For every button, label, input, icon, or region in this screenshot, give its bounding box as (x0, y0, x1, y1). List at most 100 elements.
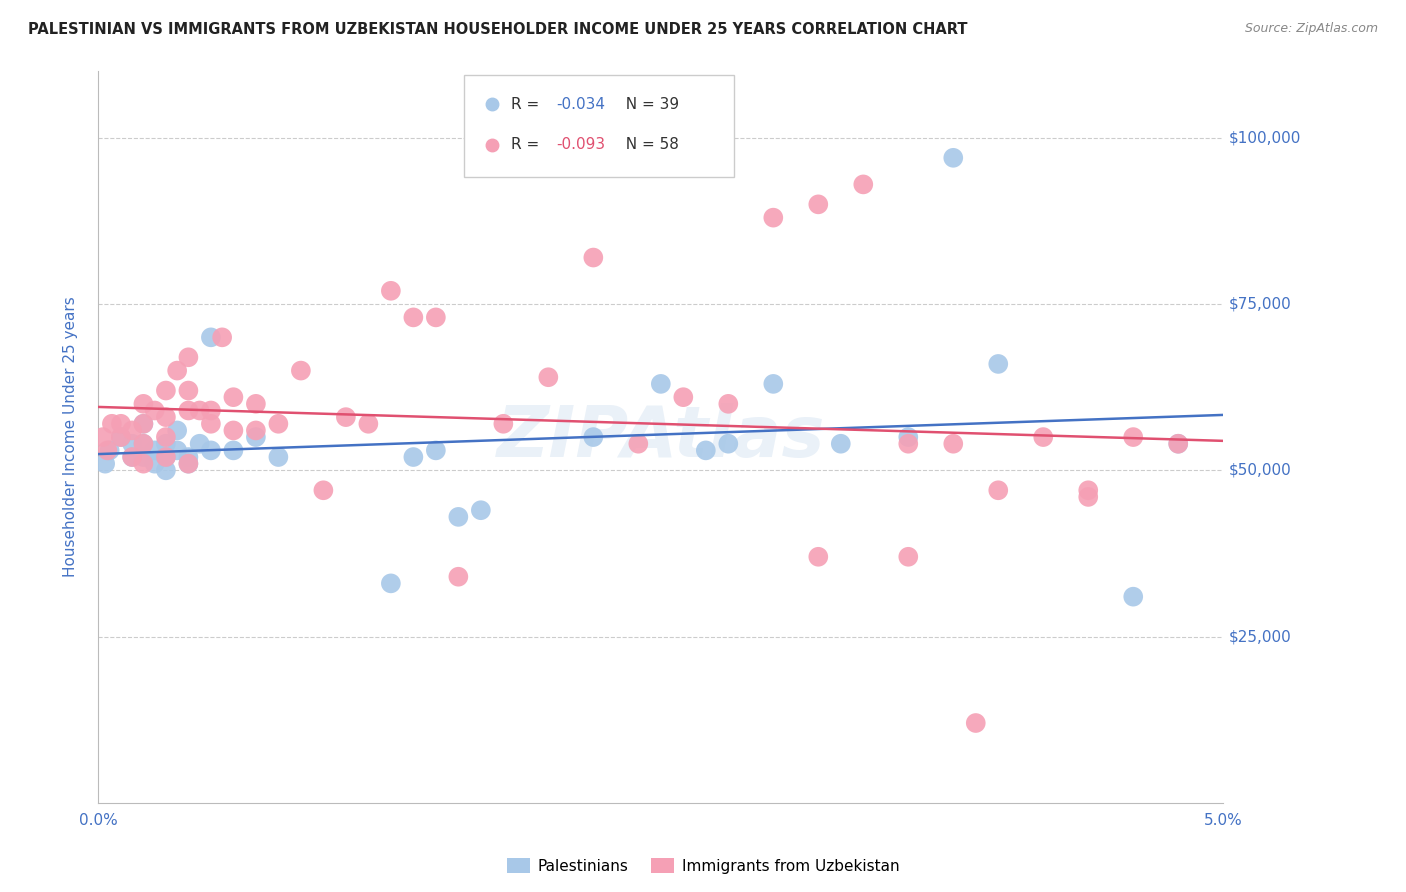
Point (672, 390, 695, 404)
Point (110, 430, 132, 444)
Text: -0.034: -0.034 (557, 96, 605, 112)
Text: $100,000: $100,000 (1229, 130, 1301, 145)
Point (132, 450, 155, 464)
Point (177, 450, 200, 464)
Point (132, 436, 155, 450)
Point (402, 310, 425, 325)
Point (650, 376, 672, 391)
Point (425, 310, 447, 325)
Point (470, 503, 492, 517)
Point (155, 410, 177, 425)
Y-axis label: Householder Income Under 25 years: Householder Income Under 25 years (63, 297, 77, 577)
Text: N = 39: N = 39 (616, 96, 679, 112)
Point (807, 197, 830, 211)
Text: ZIPAtlas: ZIPAtlas (496, 402, 825, 472)
Text: -0.093: -0.093 (557, 137, 606, 152)
Point (1122, 430, 1144, 444)
Point (1077, 483, 1099, 498)
FancyBboxPatch shape (464, 75, 734, 178)
Text: $50,000: $50,000 (1229, 463, 1292, 478)
Point (166, 363, 188, 377)
Point (582, 430, 605, 444)
Point (717, 436, 740, 450)
Text: PALESTINIAN VS IMMIGRANTS FROM UZBEKISTAN HOUSEHOLDER INCOME UNDER 25 YEARS CORR: PALESTINIAN VS IMMIGRANTS FROM UZBEKISTA… (28, 22, 967, 37)
Point (94, 457, 117, 471)
Point (177, 457, 200, 471)
Point (357, 417, 380, 431)
Point (98, 443, 121, 458)
Point (222, 443, 245, 458)
Legend:  (564, 86, 578, 100)
Point (110, 417, 132, 431)
Point (132, 436, 155, 450)
Text: $25,000: $25,000 (1229, 629, 1292, 644)
Point (155, 384, 177, 398)
Point (1077, 490, 1099, 504)
Point (537, 370, 560, 384)
Point (155, 430, 177, 444)
Point (447, 509, 470, 524)
Text: $75,000: $75,000 (1229, 297, 1292, 311)
Point (143, 403, 166, 417)
Text: N = 58: N = 58 (616, 137, 679, 152)
Point (807, 549, 830, 564)
Point (965, 716, 987, 731)
Point (830, 436, 852, 450)
Point (121, 424, 143, 438)
Point (627, 436, 650, 450)
Point (222, 390, 245, 404)
Point (897, 436, 920, 450)
Point (762, 376, 785, 391)
Legend: Palestinians, Immigrants from Uzbekistan: Palestinians, Immigrants from Uzbekistan (501, 852, 905, 880)
Point (121, 450, 143, 464)
Point (101, 417, 124, 431)
Point (852, 178, 875, 192)
Point (155, 436, 177, 450)
Point (166, 443, 188, 458)
Point (143, 443, 166, 458)
Point (211, 330, 233, 344)
Point (188, 403, 211, 417)
Point (177, 384, 200, 398)
Point (762, 211, 785, 225)
Point (312, 483, 335, 498)
Point (447, 570, 470, 584)
Point (245, 430, 267, 444)
Point (492, 417, 515, 431)
Point (96, 443, 118, 458)
Point (897, 549, 920, 564)
Point (335, 410, 357, 425)
Text: Source: ZipAtlas.com: Source: ZipAtlas.com (1244, 22, 1378, 36)
Point (200, 417, 222, 431)
Point (132, 417, 155, 431)
Point (177, 457, 200, 471)
Point (155, 450, 177, 464)
Point (200, 330, 222, 344)
Point (942, 151, 965, 165)
Point (132, 397, 155, 411)
Point (695, 443, 717, 458)
Point (166, 424, 188, 438)
Point (380, 576, 402, 591)
Point (121, 436, 143, 450)
Point (155, 450, 177, 464)
Point (132, 417, 155, 431)
Point (582, 251, 605, 265)
Point (200, 403, 222, 417)
Point (110, 430, 132, 444)
Point (267, 450, 290, 464)
Point (380, 284, 402, 298)
Point (188, 436, 211, 450)
Point (897, 430, 920, 444)
Point (267, 417, 290, 431)
Point (155, 463, 177, 477)
Text: R =: R = (512, 96, 544, 112)
Point (290, 363, 312, 377)
Point (402, 450, 425, 464)
Point (987, 483, 1010, 498)
Point (91, 430, 114, 444)
Point (177, 351, 200, 365)
Point (245, 397, 267, 411)
Point (1167, 436, 1189, 450)
Text: R =: R = (512, 137, 544, 152)
